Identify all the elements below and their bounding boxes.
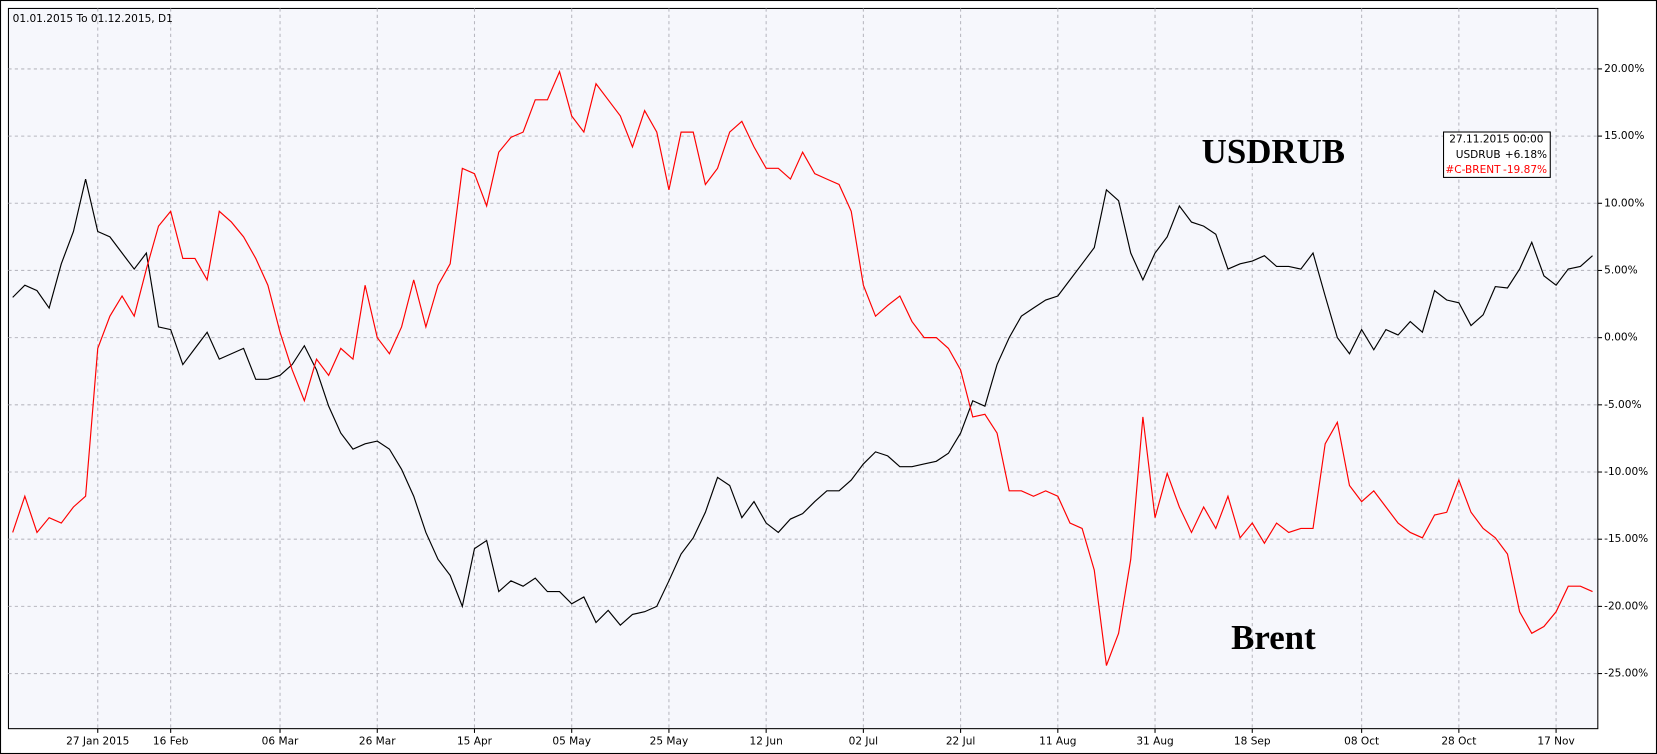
x-tick-label: 12 Jun <box>750 735 783 747</box>
x-tick-label: 25 May <box>650 735 689 747</box>
x-tick-label: 16 Feb <box>153 735 189 747</box>
chart-subtitle: 01.01.2015 To 01.12.2015, D1 <box>13 13 173 25</box>
tooltip: 27.11.2015 00:00 USDRUB +6.18% #C-BRENT … <box>1443 131 1551 178</box>
x-tick-label: 15 Apr <box>457 735 493 747</box>
x-tick-label: 26 Mar <box>359 735 396 747</box>
series-line <box>12 178 1593 627</box>
x-tick-label: 28 Oct <box>1441 735 1476 747</box>
x-tick-label: 08 Oct <box>1344 735 1379 747</box>
tooltip-value: -19.87% <box>1503 164 1547 176</box>
y-tick-label: 10.00% <box>1604 197 1644 209</box>
tooltip-value: +6.18% <box>1505 149 1547 161</box>
x-tick-label: 27 Jan 2015 <box>66 735 129 747</box>
y-tick-label: 0.00% <box>1604 332 1638 344</box>
y-tick-label: -25.00% <box>1604 668 1648 680</box>
y-tick-label: 20.00% <box>1604 63 1644 75</box>
x-tick-label: 17 Nov <box>1537 735 1574 747</box>
x-tick-label: 11 Aug <box>1039 735 1076 747</box>
y-tick-label: -15.00% <box>1604 533 1648 545</box>
annotation: USDRUB <box>1202 132 1345 171</box>
tooltip-series: USDRUB <box>1456 149 1501 161</box>
annotation: Brent <box>1231 618 1316 657</box>
y-tick-label: -10.00% <box>1604 466 1648 478</box>
tooltip-series: #C-BRENT <box>1445 164 1501 176</box>
tooltip-date: 27.11.2015 00:00 <box>1449 133 1543 145</box>
tooltip-box <box>1443 131 1551 178</box>
y-tick-label: -20.00% <box>1604 600 1648 612</box>
series-line <box>12 69 1593 666</box>
x-tick-label: 02 Jul <box>849 735 879 747</box>
x-tick-label: 06 Mar <box>262 735 299 747</box>
lines <box>12 69 1593 666</box>
x-tick-label: 05 May <box>552 735 591 747</box>
x-tick-label: 22 Jul <box>946 735 976 747</box>
x-tick-label: 18 Sep <box>1234 735 1271 747</box>
grid <box>8 8 1598 729</box>
y-tick-label: -5.00% <box>1604 399 1641 411</box>
y-tick-label: 5.00% <box>1604 264 1638 276</box>
plot-area <box>7 7 1599 730</box>
x-tick-label: 31 Aug <box>1136 735 1173 747</box>
y-tick-label: 15.00% <box>1604 130 1644 142</box>
